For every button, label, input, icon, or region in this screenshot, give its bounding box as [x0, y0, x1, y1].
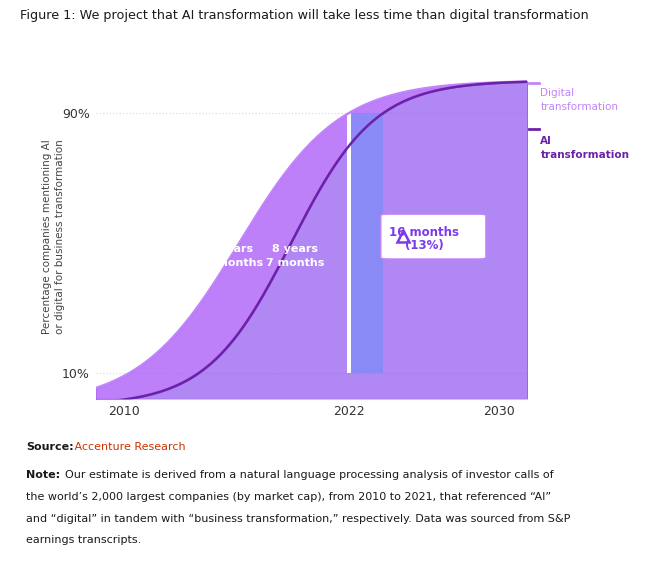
- Text: earnings transcripts.: earnings transcripts.: [26, 535, 142, 545]
- Text: and “digital” in tandem with “business transformation,” respectively. Data was s: and “digital” in tandem with “business t…: [26, 514, 571, 524]
- Text: Source:: Source:: [26, 442, 74, 452]
- Text: AI
transformation: AI transformation: [540, 136, 629, 160]
- Text: 8 years
7 months: 8 years 7 months: [266, 245, 325, 268]
- Bar: [347, 113, 351, 373]
- Text: Note:: Note:: [26, 470, 61, 481]
- FancyBboxPatch shape: [381, 214, 486, 259]
- Text: Figure 1: We project that AI transformation will take less time than digital tra: Figure 1: We project that AI transformat…: [20, 9, 588, 22]
- Text: 9 years
11 months: 9 years 11 months: [196, 245, 263, 268]
- Text: the world’s 2,000 largest companies (by market cap), from 2010 to 2021, that ref: the world’s 2,000 largest companies (by …: [26, 492, 552, 502]
- Text: Digital
transformation: Digital transformation: [540, 88, 618, 112]
- Text: (13%): (13%): [405, 239, 444, 252]
- Text: 16 months: 16 months: [389, 226, 459, 239]
- Bar: [349, 113, 384, 373]
- Text: Our estimate is derived from a natural language processing analysis of investor : Our estimate is derived from a natural l…: [65, 470, 554, 481]
- Text: Accenture Research: Accenture Research: [71, 442, 186, 452]
- Y-axis label: Percentage companies mentioning AI
or digital for business transformation: Percentage companies mentioning AI or di…: [42, 139, 65, 334]
